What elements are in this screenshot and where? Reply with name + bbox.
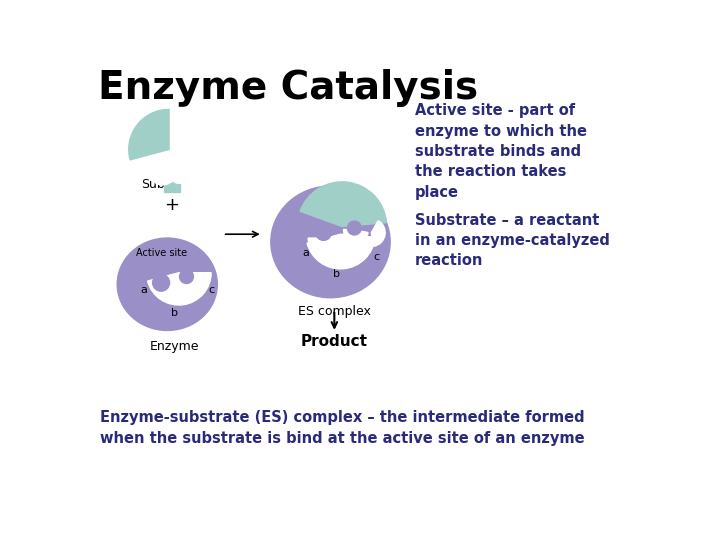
Text: c: c	[374, 252, 379, 262]
Wedge shape	[307, 234, 375, 269]
Bar	[171, 107, 217, 192]
Text: Active site - part of
enzyme to which the
substrate binds and
the reaction takes: Active site - part of enzyme to which th…	[415, 103, 588, 200]
Wedge shape	[129, 110, 207, 160]
Text: c: c	[208, 285, 215, 295]
Circle shape	[179, 269, 194, 284]
Text: Enzyme: Enzyme	[150, 340, 199, 353]
Wedge shape	[168, 169, 189, 184]
Text: Enzyme-substrate (ES) complex – the intermediate formed
when the substrate is bi: Enzyme-substrate (ES) complex – the inte…	[99, 410, 584, 446]
Wedge shape	[300, 182, 387, 226]
Text: Substrate – a reactant
in an enzyme-catalyzed
reaction: Substrate – a reactant in an enzyme-cata…	[415, 213, 610, 268]
Bar	[164, 173, 179, 192]
Wedge shape	[308, 238, 342, 255]
Text: a: a	[302, 248, 310, 259]
Wedge shape	[372, 221, 385, 246]
Wedge shape	[149, 171, 176, 185]
Text: b: b	[333, 269, 340, 279]
Circle shape	[153, 274, 170, 291]
Text: b: b	[171, 308, 179, 318]
Wedge shape	[148, 273, 211, 305]
Text: ES complex: ES complex	[298, 305, 371, 318]
Circle shape	[316, 225, 331, 240]
Circle shape	[348, 221, 361, 235]
Wedge shape	[343, 230, 368, 242]
Text: +: +	[164, 195, 179, 214]
Ellipse shape	[271, 186, 390, 298]
Text: Product: Product	[301, 334, 368, 349]
Text: Substrate: Substrate	[142, 178, 202, 191]
Text: Active site: Active site	[137, 248, 188, 259]
Text: Enzyme Catalysis: Enzyme Catalysis	[98, 69, 478, 107]
Ellipse shape	[117, 238, 217, 330]
Text: a: a	[140, 285, 148, 295]
